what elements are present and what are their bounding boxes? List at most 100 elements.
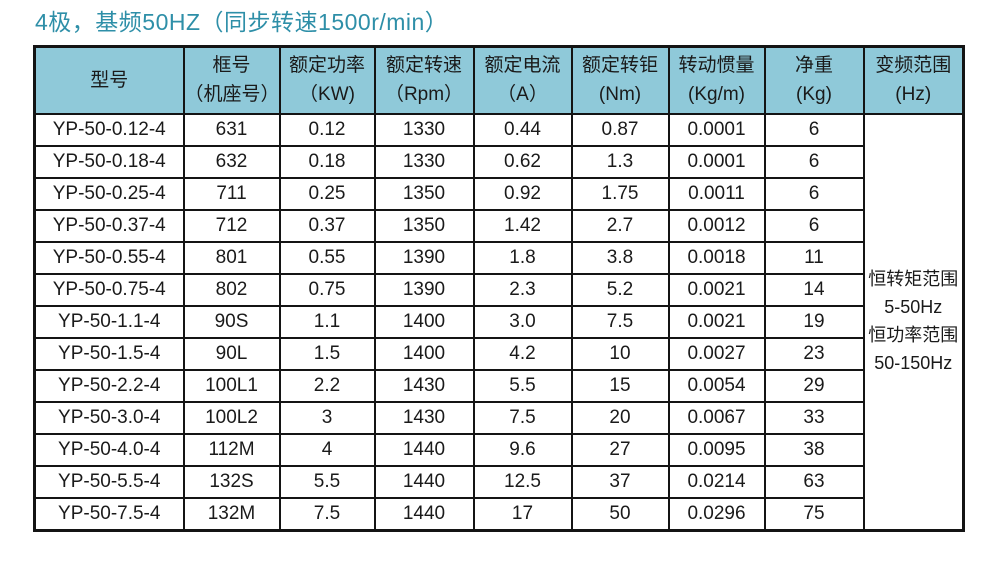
value-cell: 711 bbox=[182, 176, 281, 211]
value-cell: 0.37 bbox=[278, 208, 376, 243]
column-header: 额定电流 （A） bbox=[472, 45, 573, 115]
column-header: 额定功率 （KW) bbox=[278, 45, 376, 115]
value-cell: 19 bbox=[763, 304, 865, 339]
model-cell: YP-50-0.75-4 bbox=[33, 272, 185, 307]
value-cell: 801 bbox=[182, 240, 281, 275]
value-cell: 12.5 bbox=[472, 464, 573, 499]
value-cell: 0.62 bbox=[472, 144, 573, 179]
value-cell: 0.0018 bbox=[667, 240, 766, 275]
value-cell: 1.1 bbox=[278, 304, 376, 339]
table-row: YP-50-1.5-4 90L 1.5 1400 4.2 10 0.0027 23 bbox=[33, 336, 964, 371]
value-cell: 2.3 bbox=[472, 272, 573, 307]
value-cell: 132S bbox=[182, 464, 281, 499]
table-row: YP-50-2.2-4 100L1 2.2 1430 5.5 15 0.0054 29 bbox=[33, 368, 964, 403]
value-cell: 1440 bbox=[373, 464, 475, 499]
value-cell: 0.0054 bbox=[667, 368, 766, 403]
value-cell: 27 bbox=[570, 432, 670, 467]
model-cell: YP-50-1.5-4 bbox=[33, 336, 185, 371]
value-cell: 1430 bbox=[373, 368, 475, 403]
value-cell: 0.44 bbox=[472, 112, 573, 147]
value-cell: 11 bbox=[763, 240, 865, 275]
model-cell: YP-50-0.12-4 bbox=[33, 112, 185, 147]
value-cell: 23 bbox=[763, 336, 865, 371]
value-cell: 631 bbox=[182, 112, 281, 147]
value-cell: 17 bbox=[472, 496, 573, 532]
value-cell: 2.2 bbox=[278, 368, 376, 403]
column-header: 额定转钜 (Nm) bbox=[570, 45, 670, 115]
value-cell: 15 bbox=[570, 368, 670, 403]
value-cell: 50 bbox=[570, 496, 670, 532]
value-cell: 0.0214 bbox=[667, 464, 766, 499]
value-cell: 75 bbox=[763, 496, 865, 532]
table-row: YP-50-1.1-4 90S 1.1 1400 3.0 7.5 0.0021 19 bbox=[33, 304, 964, 339]
value-cell: 63 bbox=[763, 464, 865, 499]
value-cell: 7.5 bbox=[570, 304, 670, 339]
table-row: YP-50-0.75-4 802 0.75 1390 2.3 5.2 0.0021 14 bbox=[33, 272, 964, 307]
table-row: YP-50-3.0-4 100L2 3 1430 7.5 20 0.0067 33 bbox=[33, 400, 964, 435]
value-cell: 7.5 bbox=[472, 400, 573, 435]
value-cell: 5.2 bbox=[570, 272, 670, 307]
table-header: 型号 框号 （机座号） 额定功率 （KW) 额定转速 （Rpm） 额定电流 （A） 额定转钜 (Nm… bbox=[33, 45, 965, 115]
value-cell: 0.0296 bbox=[667, 496, 766, 532]
model-cell: YP-50-1.1-4 bbox=[33, 304, 185, 339]
frequency-range-cell: 恒转矩范围 5-50Hz 恒功率范围 50-150Hz bbox=[862, 112, 965, 532]
value-cell: 6 bbox=[763, 112, 865, 147]
value-cell: 1.5 bbox=[278, 336, 376, 371]
value-cell: 1330 bbox=[373, 112, 475, 147]
column-header: 框号 （机座号） bbox=[182, 45, 281, 115]
value-cell: 0.0011 bbox=[667, 176, 766, 211]
model-cell: YP-50-4.0-4 bbox=[33, 432, 185, 467]
column-header: 变频范围 (Hz) bbox=[862, 45, 965, 115]
header-row: 型号 框号 （机座号） 额定功率 （KW) 额定转速 （Rpm） 额定电流 （A） 额定转钜 (Nm… bbox=[33, 45, 965, 115]
value-cell: 1440 bbox=[373, 496, 475, 532]
value-cell: 0.92 bbox=[472, 176, 573, 211]
model-cell: YP-50-7.5-4 bbox=[33, 496, 185, 532]
value-cell: 1.3 bbox=[570, 144, 670, 179]
value-cell: 5.5 bbox=[472, 368, 573, 403]
value-cell: 7.5 bbox=[278, 496, 376, 532]
table-row: YP-50-5.5-4 132S 5.5 1440 12.5 37 0.0214 63 bbox=[33, 464, 964, 499]
value-cell: 712 bbox=[182, 208, 281, 243]
column-header: 型号 bbox=[33, 45, 185, 115]
value-cell: 3.0 bbox=[472, 304, 573, 339]
value-cell: 0.25 bbox=[278, 176, 376, 211]
model-cell: YP-50-0.18-4 bbox=[33, 144, 185, 179]
value-cell: 3 bbox=[278, 400, 376, 435]
value-cell: 4.2 bbox=[472, 336, 573, 371]
value-cell: 6 bbox=[763, 208, 865, 243]
model-cell: YP-50-3.0-4 bbox=[33, 400, 185, 435]
value-cell: 1400 bbox=[373, 304, 475, 339]
value-cell: 1.75 bbox=[570, 176, 670, 211]
page-title: 4极，基频50HZ（同步转速1500r/min） bbox=[35, 9, 449, 35]
value-cell: 33 bbox=[763, 400, 865, 435]
value-cell: 3.8 bbox=[570, 240, 670, 275]
value-cell: 29 bbox=[763, 368, 865, 403]
table-row: YP-50-0.25-4 711 0.25 1350 0.92 1.75 0.0011 6 bbox=[33, 176, 964, 211]
table-row: YP-50-0.37-4 712 0.37 1350 1.42 2.7 0.0012 6 bbox=[33, 208, 964, 243]
value-cell: 38 bbox=[763, 432, 865, 467]
model-cell: YP-50-0.37-4 bbox=[33, 208, 185, 243]
value-cell: 37 bbox=[570, 464, 670, 499]
value-cell: 1350 bbox=[373, 208, 475, 243]
table-row: YP-50-0.55-4 801 0.55 1390 1.8 3.8 0.0018 11 bbox=[33, 240, 964, 275]
value-cell: 1430 bbox=[373, 400, 475, 435]
value-cell: 1350 bbox=[373, 176, 475, 211]
model-cell: YP-50-0.55-4 bbox=[33, 240, 185, 275]
value-cell: 100L1 bbox=[182, 368, 281, 403]
value-cell: 132M bbox=[182, 496, 281, 532]
value-cell: 1.8 bbox=[472, 240, 573, 275]
table-row: YP-50-7.5-4 132M 7.5 1440 17 50 0.0296 75 bbox=[33, 496, 964, 532]
value-cell: 90L bbox=[182, 336, 281, 371]
value-cell: 9.6 bbox=[472, 432, 573, 467]
value-cell: 14 bbox=[763, 272, 865, 307]
model-cell: YP-50-0.25-4 bbox=[33, 176, 185, 211]
value-cell: 0.0021 bbox=[667, 272, 766, 307]
value-cell: 0.75 bbox=[278, 272, 376, 307]
value-cell: 0.0001 bbox=[667, 112, 766, 147]
value-cell: 10 bbox=[570, 336, 670, 371]
value-cell: 0.0001 bbox=[667, 144, 766, 179]
value-cell: 1390 bbox=[373, 240, 475, 275]
value-cell: 100L2 bbox=[182, 400, 281, 435]
column-header: 额定转速 （Rpm） bbox=[373, 45, 475, 115]
